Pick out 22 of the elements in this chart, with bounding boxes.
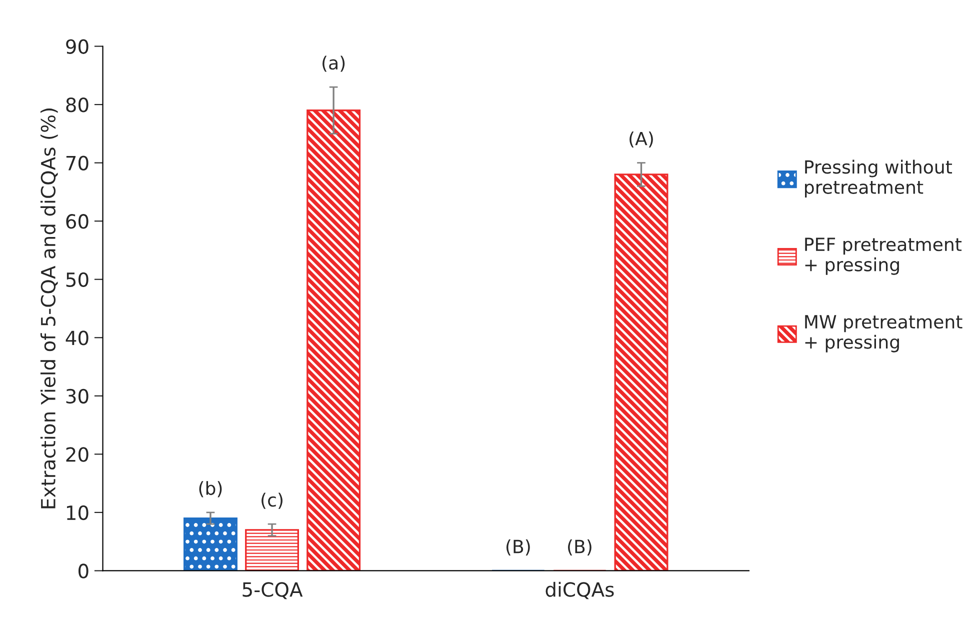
data-label: (b) [199,481,222,498]
y-tick-label: 80 [66,98,88,112]
legend-label: MW pretreatment + pressing [805,315,962,352]
data-label: (B) [506,539,530,556]
y-tick-label: 40 [66,330,88,346]
data-label: (B) [568,539,592,556]
y-tick-label: 30 [66,388,88,404]
y-tick-label: 90 [66,39,88,54]
data-label: (a) [322,56,345,72]
x-tick-label: diCQAs [546,582,614,600]
data-label: (c) [262,492,282,509]
y-tick-label: 60 [66,214,88,229]
y-tick-label: 0 [78,564,88,578]
y-tick-label: 10 [66,505,88,520]
data-label: (A) [630,131,653,148]
y-axis-title: Extraction Yield of 5-CQA and diCQAs (%) [40,108,58,508]
x-tick-label: 5-CQA [242,582,303,600]
y-tick-label: 50 [66,272,88,288]
legend-label: PEF pretreatment + pressing [805,238,962,275]
legend-label: Pressing without pretreatment [805,160,952,198]
y-tick-label: 70 [66,156,88,170]
y-tick-label: 20 [66,447,88,462]
